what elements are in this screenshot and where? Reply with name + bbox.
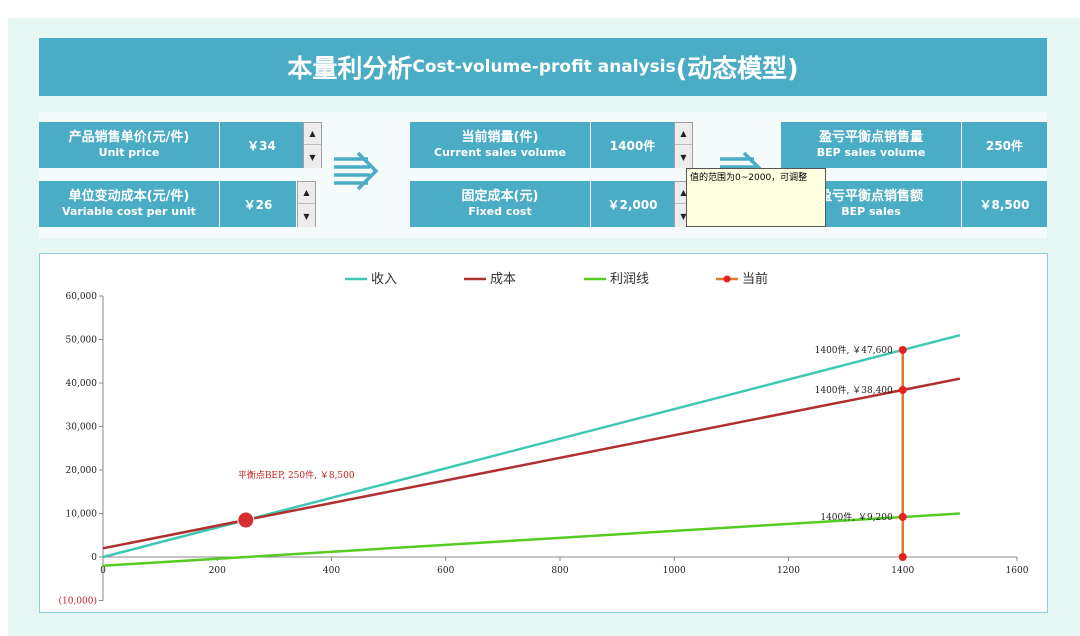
chart-axes: (10,000) 0 10,000 20,000 30,000 40,000 50,000 6… xyxy=(58,292,1028,607)
bep-sales-value: ￥8,500 xyxy=(962,181,1047,227)
cvp-chart-container xyxy=(39,253,1048,613)
current-volume-label-en: Current sales volume xyxy=(434,146,566,159)
current-volume-up-button[interactable]: ▲ xyxy=(675,123,692,145)
unit-price-label-cn: 产品销售单价(元/件) xyxy=(68,130,190,145)
x-tick-label: 1000 xyxy=(663,566,686,576)
variable-cost-label: 单位变动成本(元/件) Variable cost per unit xyxy=(39,181,219,227)
variable-cost-label-en: Variable cost per unit xyxy=(62,205,196,218)
y-tick-label: 40,000 xyxy=(66,379,98,389)
bep-volume-label-cn: 盈亏平衡点销售量 xyxy=(818,130,923,145)
variable-cost-label-cn: 单位变动成本(元/件) xyxy=(68,189,190,204)
profit-point-label: 1400件, ￥9,200 xyxy=(820,511,893,523)
revenue-point-label: 1400件, ￥47,600 xyxy=(815,344,893,356)
title-english: Cost-volume-profit analysis xyxy=(412,57,676,77)
current-volume-spinner[interactable]: ▲ ▼ xyxy=(674,122,693,168)
legend-revenue-label: 收入 xyxy=(371,272,397,287)
title-chinese: 本量利分析 xyxy=(287,54,413,83)
x-tick-label: 0 xyxy=(100,566,106,576)
current-volume-value: 1400件 xyxy=(591,122,674,168)
current-zero-point xyxy=(898,553,907,561)
y-tick-label: 60,000 xyxy=(66,292,98,302)
unit-price-label: 产品销售单价(元/件) Unit price xyxy=(39,122,219,168)
chart-legend: 收入 成本 利润线 当前 xyxy=(345,271,768,287)
x-tick-label: 800 xyxy=(551,566,568,576)
variable-cost-value: ￥26 xyxy=(220,181,296,227)
unit-price-up-button[interactable]: ▲ xyxy=(304,123,321,145)
tooltip-text: 值的范围为0~2000，可调整 xyxy=(690,173,808,183)
current-volume-label-cn: 当前销量(件) xyxy=(461,130,539,145)
variable-cost-up-button[interactable]: ▲ xyxy=(298,182,315,204)
bep-volume-label: 盈亏平衡点销售量 BEP sales volume xyxy=(781,122,961,168)
current-profit-point xyxy=(898,512,907,521)
variable-cost-spinner[interactable]: ▲ ▼ xyxy=(297,181,316,227)
bep-sales-label-cn: 盈亏平衡点销售额 xyxy=(818,189,923,204)
chart-marks: 1400件, ￥47,600 1400件, ￥38,400 1400件, ￥9,20… xyxy=(102,333,961,567)
x-tick-label: 600 xyxy=(437,566,454,576)
fixed-cost-label: 固定成本(元) Fixed cost xyxy=(410,181,590,227)
legend-cost-label: 成本 xyxy=(490,272,516,287)
profit-line xyxy=(102,512,960,567)
range-tooltip: 值的范围为0~2000，可调整 xyxy=(686,168,826,227)
title-suffix: (动态模型) xyxy=(675,54,799,83)
legend-current-marker xyxy=(723,275,731,283)
fixed-cost-label-en: Fixed cost xyxy=(468,205,532,218)
y-tick-label: (10,000) xyxy=(58,596,97,607)
bep-volume-value: 250件 xyxy=(962,122,1047,168)
current-cost-point xyxy=(898,385,907,394)
unit-price-down-button[interactable]: ▼ xyxy=(304,146,321,168)
y-tick-label: 10,000 xyxy=(66,510,98,520)
y-tick-label: 20,000 xyxy=(66,466,98,476)
bep-volume-label-en: BEP sales volume xyxy=(816,146,926,159)
cost-point-label: 1400件, ￥38,400 xyxy=(815,384,893,396)
fixed-cost-label-cn: 固定成本(元) xyxy=(461,189,539,204)
legend-profit-label: 利润线 xyxy=(610,272,649,287)
legend-current-label: 当前 xyxy=(742,271,768,287)
x-tick-label: 400 xyxy=(323,566,340,576)
x-tick-label: 200 xyxy=(209,566,226,576)
unit-price-value: ￥34 xyxy=(220,122,303,168)
x-tick-label: 1600 xyxy=(1006,566,1029,576)
variable-cost-down-button[interactable]: ▼ xyxy=(298,205,315,227)
bep-label: 平衡点BEP, 250件, ￥8,500 xyxy=(238,469,355,481)
x-tick-label: 1400 xyxy=(891,566,914,576)
x-tick-label: 1200 xyxy=(777,566,800,576)
page-title: 本量利分析 Cost-volume-profit analysis (动态模型) xyxy=(39,38,1047,96)
unit-price-spinner[interactable]: ▲ ▼ xyxy=(303,122,322,168)
y-tick-label: 0 xyxy=(91,553,97,563)
right-arrow-icon xyxy=(334,151,379,191)
current-volume-down-button[interactable]: ▼ xyxy=(675,146,692,168)
bep-sales-label-en: BEP sales xyxy=(841,205,901,218)
current-volume-label: 当前销量(件) Current sales volume xyxy=(410,122,590,168)
fixed-cost-value: ￥2,000 xyxy=(591,181,674,227)
unit-price-label-en: Unit price xyxy=(98,146,160,159)
y-tick-label: 50,000 xyxy=(66,336,98,346)
y-tick-label: 30,000 xyxy=(66,423,98,433)
bep-point xyxy=(237,511,255,529)
current-revenue-point xyxy=(898,345,907,354)
